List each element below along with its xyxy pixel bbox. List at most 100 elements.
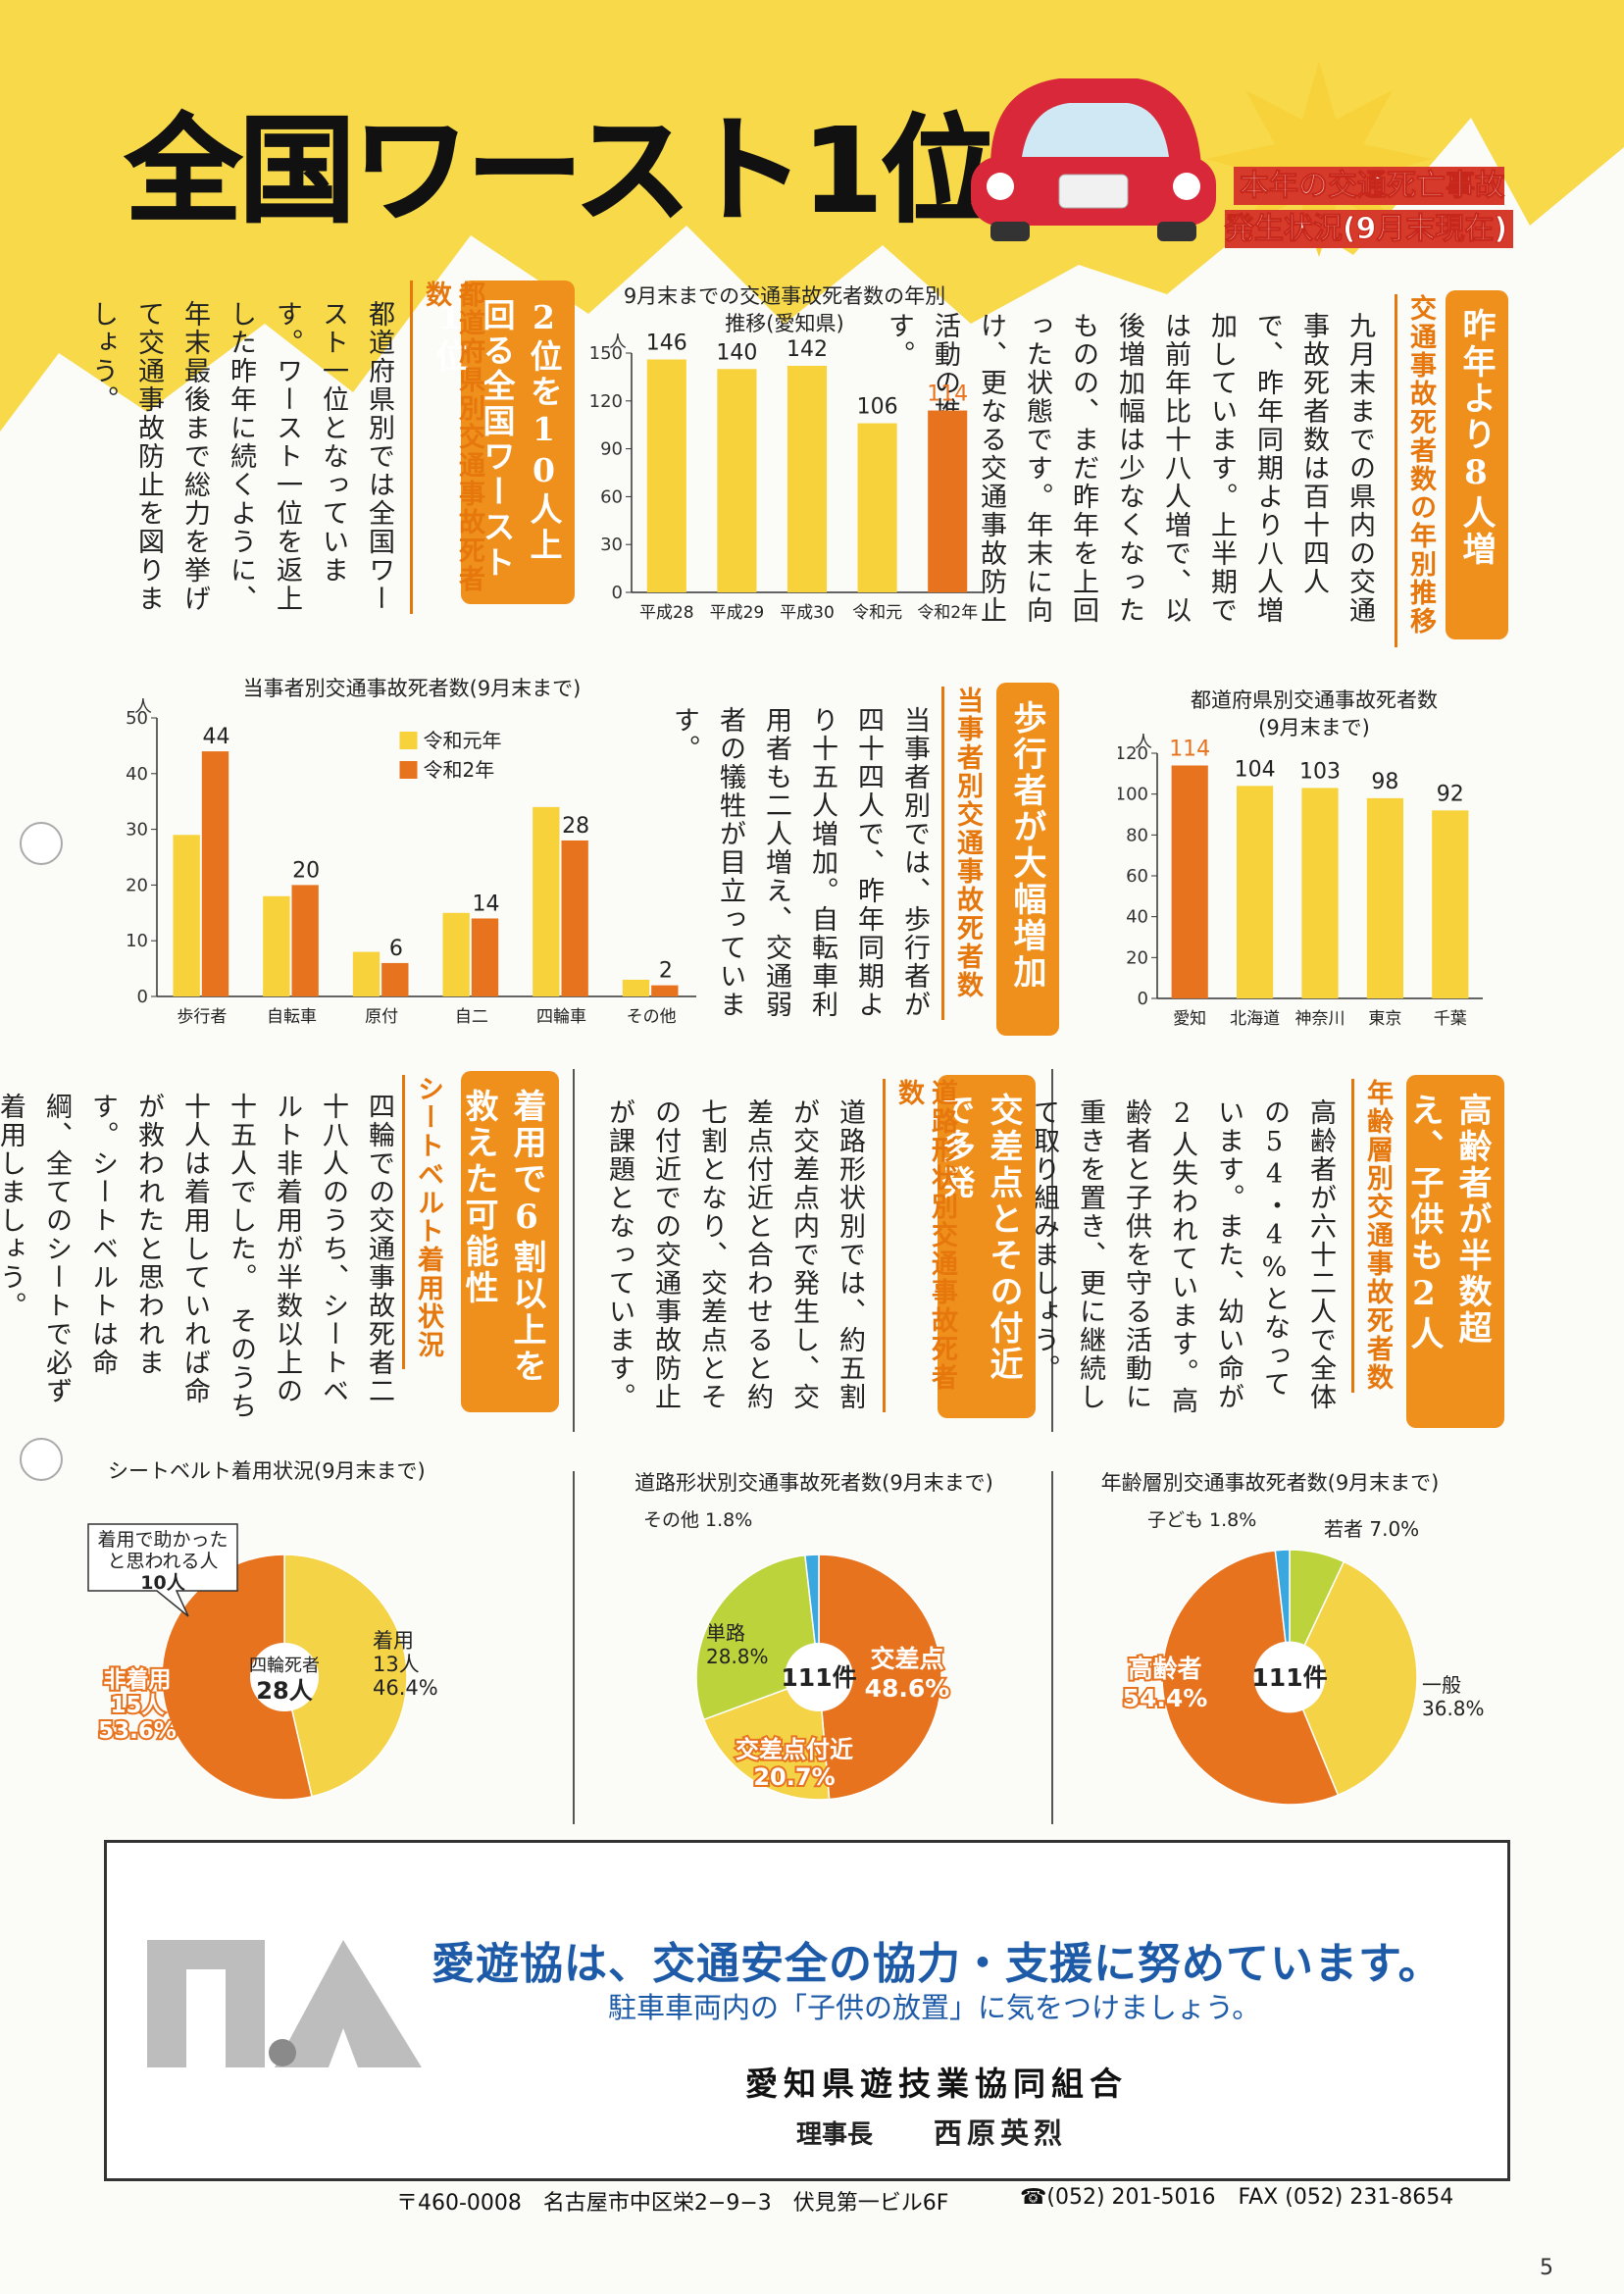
prefecture-chart-title: 都道府県別交通事故死者数: [1191, 688, 1438, 712]
divider-bottom-left: [573, 1471, 575, 1824]
party-subhead: 当事者別交通事故死者数: [941, 687, 984, 1020]
bar: [717, 369, 757, 592]
bar: [201, 751, 229, 996]
pie-label: 交差点付近: [736, 1736, 853, 1763]
x-tick-label: 神奈川: [1295, 1009, 1345, 1029]
pie-center: [250, 1643, 319, 1711]
road-chart-title: 道路形状別交通事故死者数(9月末まで): [634, 1471, 993, 1495]
pie-label: 高齢者: [1128, 1655, 1201, 1683]
y-tick-label: 90: [600, 439, 623, 460]
pie-label: 着用: [373, 1629, 414, 1653]
bar-value-label: 106: [857, 395, 898, 420]
bar: [1432, 810, 1469, 998]
bar-value-label: 28: [562, 814, 589, 839]
divider-right: [1051, 1069, 1053, 1432]
footer-chair-label: 理事長: [796, 2120, 874, 2150]
y-tick-label: 120: [589, 391, 623, 412]
footer-subline: 駐車車両内の「子供の放置」に気をつけましょう。: [608, 1991, 1261, 2024]
bar-value-label: 114: [927, 382, 968, 407]
bar: [651, 985, 679, 996]
pie-value-label: 36.8%: [1422, 1697, 1485, 1720]
seatbelt-chart-title: シートベルト着用状況(9月末まで): [108, 1459, 426, 1483]
bar: [291, 885, 319, 996]
prefecture-subhead: 都道府県別交通事故死者数: [410, 280, 485, 614]
party-body: 当事者別では、歩行者が四十四人で、昨年同期より十五人増加。自転車利用者も二人増え…: [669, 706, 930, 1019]
prefecture-body: 都道府県別では全国ワースト一位となっています。ワースト一位を返上した昨年に続くよ…: [87, 300, 394, 613]
bar: [381, 962, 409, 996]
age-subhead: 年齢層別交通事故死者数: [1351, 1079, 1394, 1393]
y-tick-label: 20: [126, 875, 148, 895]
pie-value-label: 28.8%: [706, 1645, 769, 1668]
road-badge: 交差点とその付近で多発: [936, 1075, 1036, 1418]
age-body: 高齢者が六十二人で全体の54・4%となっています。また、幼い命が2人失われていま…: [1029, 1098, 1336, 1415]
yearly-chart-title: 9月末までの交通事故死者数の年別推移(愛知県): [623, 284, 946, 335]
yearly-chart: 人 0 30 60 90 120 150 平成28 平成29 平成30 令和元 令和2年 146 140 1…: [589, 333, 983, 623]
y-unit-label: 人: [134, 698, 152, 717]
bar-value-label: 103: [1299, 759, 1341, 784]
seatbelt-body: 四輪での交通事故死者二十八人のうち、シートベルト非着用が半数以上の十五人でした。…: [0, 1093, 394, 1421]
y-tick-label: 50: [126, 708, 148, 729]
road-body: 道路形状別では、約五割が交差点内で発生し、交差点付近と合わせると約七割となり、交…: [604, 1098, 865, 1411]
footer-address: 〒460-0008 名古屋市中区栄2−9−3 伏見第一ビル6F: [396, 2191, 949, 2216]
bar-value-label: 114: [1169, 738, 1210, 762]
pie-slice: [1289, 1560, 1418, 1797]
y-tick-label: 80: [1126, 825, 1148, 845]
legend-swatch: [399, 761, 418, 779]
prefecture-chart-subtitle: (9月末まで): [1258, 716, 1370, 739]
road-subhead: 道路形状別交通事故死者数: [883, 1079, 958, 1412]
pie-center-label: 四輪死者: [249, 1656, 320, 1676]
legend-swatch: [399, 732, 418, 749]
pie-value-label: 46.4%: [373, 1676, 438, 1700]
pie-slice: [1161, 1549, 1340, 1806]
x-tick-label: 原付: [365, 1007, 398, 1027]
x-tick-label: 平成29: [710, 603, 765, 623]
page-number: 5: [1540, 2256, 1553, 2280]
pie-center-value: 111件: [1251, 1663, 1327, 1692]
yearly-subhead: 交通事故死者数の年別推移: [1395, 294, 1437, 647]
page-title: 全国ワースト1位: [125, 102, 997, 239]
y-tick-label: 0: [612, 583, 623, 603]
callout-box: [87, 1523, 238, 1617]
y-tick-label: 30: [600, 535, 623, 555]
divider-bottom-right: [1051, 1471, 1053, 1824]
bar: [1237, 786, 1274, 998]
bar-value-label: 140: [716, 340, 757, 365]
x-tick-label: 千葉: [1434, 1009, 1467, 1029]
bar: [1366, 797, 1403, 998]
y-tick-label: 120: [1118, 743, 1148, 764]
bar: [928, 410, 968, 592]
pie-center-value: 28人: [256, 1677, 312, 1705]
x-tick-label: 自転車: [267, 1007, 317, 1027]
y-tick-label: 20: [1126, 947, 1148, 968]
x-tick-label: 四輪車: [536, 1007, 586, 1027]
bar: [442, 912, 470, 996]
y-tick-label: 150: [589, 343, 623, 364]
bar: [471, 918, 499, 996]
pie-label: 非着用: [104, 1666, 172, 1693]
car-icon: [971, 78, 1216, 241]
header-background: [0, 0, 1624, 432]
divider-left: [573, 1069, 575, 1432]
pie-center-value: 111件: [781, 1663, 856, 1692]
x-tick-label: 東京: [1368, 1009, 1401, 1029]
y-unit-label: 人: [1135, 734, 1152, 752]
bar: [1171, 765, 1208, 998]
x-tick-label: 令和元: [852, 603, 902, 623]
bar: [857, 423, 897, 592]
yearly-body: 九月末までの県内の交通事故死者数は百十四人で、昨年同期より八人増加しています。上…: [884, 312, 1375, 625]
pie-value-label: 48.6%: [865, 1674, 950, 1703]
bar: [352, 951, 381, 996]
footer-headline: 愛遊協は、交通安全の協力・支援に努めています。: [431, 1939, 1443, 1989]
binder-hole-top: [20, 822, 63, 865]
pie-value-label: 54.4%: [1123, 1684, 1208, 1712]
pie-center: [1253, 1641, 1326, 1713]
pie-value-label: 15人: [110, 1693, 165, 1718]
prefecture-badge: 2位を10人上回る全国ワースト1位: [431, 280, 575, 604]
callout-text: 10人: [140, 1572, 185, 1594]
pie-label: その他 1.8%: [643, 1509, 752, 1531]
prefecture-chart: 人 0 20 40 60 80 100 120 愛知 北海道 神奈川 東京 千葉 114 104 103 98 9…: [1118, 734, 1483, 1029]
y-tick-label: 30: [126, 820, 148, 841]
x-tick-label: 愛知: [1173, 1009, 1206, 1029]
pie-value-label: 13人: [373, 1653, 420, 1676]
